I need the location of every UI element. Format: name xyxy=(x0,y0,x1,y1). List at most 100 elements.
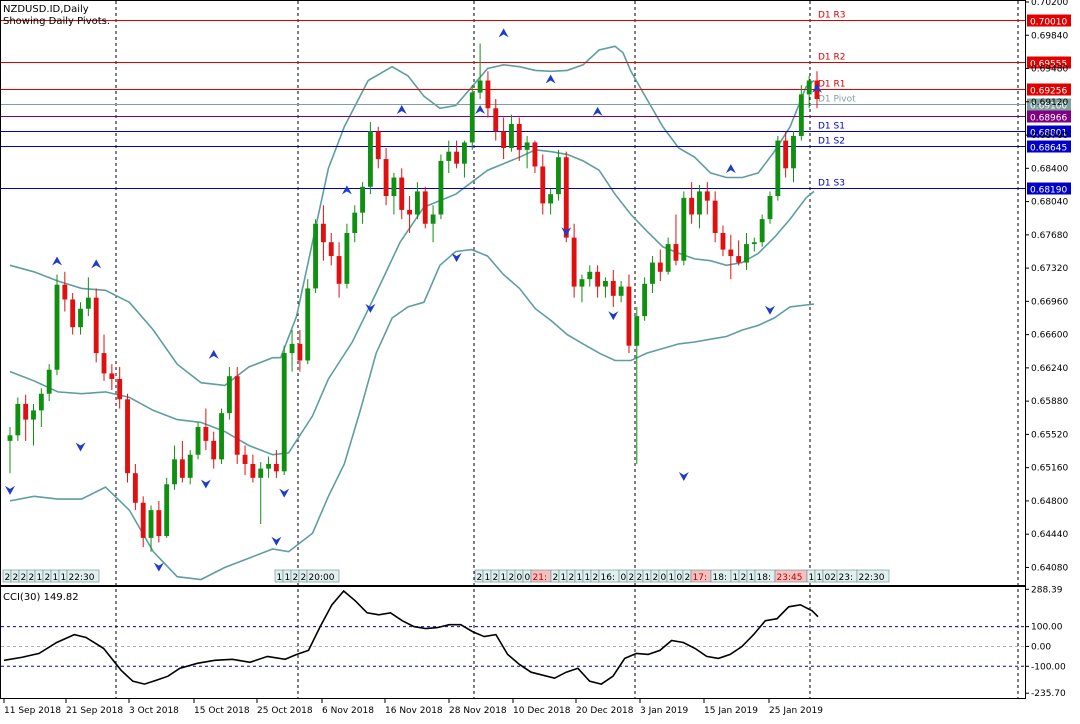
bull-candle xyxy=(446,151,452,161)
date-label: 16 Nov 2018 xyxy=(385,706,443,716)
bull-candle xyxy=(579,279,585,287)
bear-candle xyxy=(93,297,99,354)
pivot-label: D1 Pivot xyxy=(818,95,856,105)
bull-candle xyxy=(524,142,530,150)
bear-candle xyxy=(62,284,68,300)
price-tick-label: 0.65160 xyxy=(1031,464,1068,474)
session-marker-label: 1 xyxy=(645,573,651,583)
bull-candle xyxy=(31,410,36,420)
session-marker-label: 2 xyxy=(477,573,483,583)
session-marker-label: 2 xyxy=(685,573,691,583)
bull-candle xyxy=(15,403,21,436)
bull-candle xyxy=(367,131,373,187)
bull-candle xyxy=(665,244,671,272)
bull-candle xyxy=(289,343,295,354)
bear-candle xyxy=(712,200,718,233)
bear-candle xyxy=(728,249,734,257)
bear-candle xyxy=(673,244,679,261)
fractal-up-arrow xyxy=(208,349,219,359)
price-tick-label: 0.67320 xyxy=(1031,264,1068,274)
date-label: 21 Sep 2018 xyxy=(66,706,123,716)
bear-candle xyxy=(657,262,663,272)
bull-candle xyxy=(697,191,702,215)
session-marker-label: 2 xyxy=(29,573,35,583)
session-marker-label: 1 xyxy=(585,573,591,583)
bull-candle xyxy=(258,468,264,478)
session-marker-label: 2 xyxy=(493,573,499,583)
bear-candle xyxy=(595,271,601,287)
bear-candle xyxy=(736,256,742,263)
session-marker-label: 18: xyxy=(713,573,727,583)
bull-candle xyxy=(391,177,397,197)
session-marker-label: 1 xyxy=(561,573,567,583)
bull-candle xyxy=(78,308,83,328)
pivot-price-tag xyxy=(1027,98,1071,111)
fractal-up-arrow xyxy=(498,28,509,38)
session-marker-label: 1 xyxy=(285,573,291,583)
bull-candle xyxy=(767,196,773,220)
pivot-price-tag xyxy=(1027,182,1071,195)
session-marker-label: 0 xyxy=(661,573,667,583)
fractal-down-arrow xyxy=(678,472,689,482)
pivot-price-tag-text: 0.70010 xyxy=(1030,18,1067,28)
session-marker-label: 1 xyxy=(669,573,675,583)
bear-candle xyxy=(234,376,240,455)
bear-candle xyxy=(203,427,209,441)
pivot-price-tag xyxy=(1027,56,1071,69)
bull-candle xyxy=(806,80,812,95)
bull-candle xyxy=(548,194,554,204)
bear-candle xyxy=(540,166,546,204)
pivot-label: D1 S2 xyxy=(818,137,845,147)
fractal-down-arrow xyxy=(271,536,282,546)
bear-candle xyxy=(211,440,217,460)
pivot-price-tag xyxy=(1027,140,1071,153)
bull-candle xyxy=(219,413,224,460)
session-marker-label: 17: xyxy=(693,573,707,583)
bear-candle xyxy=(626,286,632,346)
date-label: 15 Jan 2019 xyxy=(704,706,758,716)
bull-candle xyxy=(305,288,311,361)
price-tick-label: 0.64080 xyxy=(1031,563,1068,573)
bear-candle xyxy=(783,140,789,169)
fractal-up-arrow xyxy=(91,259,102,269)
bull-candle xyxy=(791,135,796,169)
session-marker-label: 2 xyxy=(13,573,19,583)
date-label: 20 Dec 2018 xyxy=(576,706,634,716)
session-marker-label: 1 xyxy=(485,573,491,583)
bull-candle xyxy=(509,123,514,148)
cci-title: CCI(30) 149.82 xyxy=(3,592,79,603)
bear-candle xyxy=(493,108,499,132)
session-marker-label: 23: xyxy=(839,573,853,583)
cci-line xyxy=(3,589,819,685)
bull-candle xyxy=(172,459,177,485)
bear-candle xyxy=(156,510,162,537)
price-tick-label: 0.66240 xyxy=(1031,364,1068,374)
bull-candle xyxy=(38,393,44,411)
cci-tick-label: 288.39 xyxy=(1031,585,1063,595)
bull-candle xyxy=(226,376,232,414)
bear-candle xyxy=(109,373,115,379)
session-marker-label: 0 xyxy=(621,573,627,583)
bull-candle xyxy=(461,142,467,164)
bull-candle xyxy=(775,140,781,197)
bull-candle xyxy=(85,297,91,309)
session-marker-label: 1 xyxy=(61,573,67,583)
bear-candle xyxy=(125,399,130,474)
fractal-down-arrow xyxy=(153,562,164,572)
pivot-price-tag xyxy=(1027,125,1071,138)
fractal-up-arrow xyxy=(725,164,736,174)
session-marker-label: 2 xyxy=(5,573,11,583)
bull-candle xyxy=(438,160,444,215)
session-marker-label: 2 xyxy=(593,573,599,583)
session-marker-label: 1 xyxy=(53,573,59,583)
session-marker-label: 20:00 xyxy=(309,573,335,583)
bear-candle xyxy=(485,80,491,109)
pivot-price-tag-text: 0.68190 xyxy=(1030,186,1067,196)
bear-candle xyxy=(704,191,710,201)
chart-symbol: NZDUSD.ID,Daily xyxy=(3,4,89,15)
date-label: 25 Jan 2019 xyxy=(769,706,823,716)
bull-candle xyxy=(344,232,350,284)
date-label: 3 Jan 2019 xyxy=(640,706,688,716)
